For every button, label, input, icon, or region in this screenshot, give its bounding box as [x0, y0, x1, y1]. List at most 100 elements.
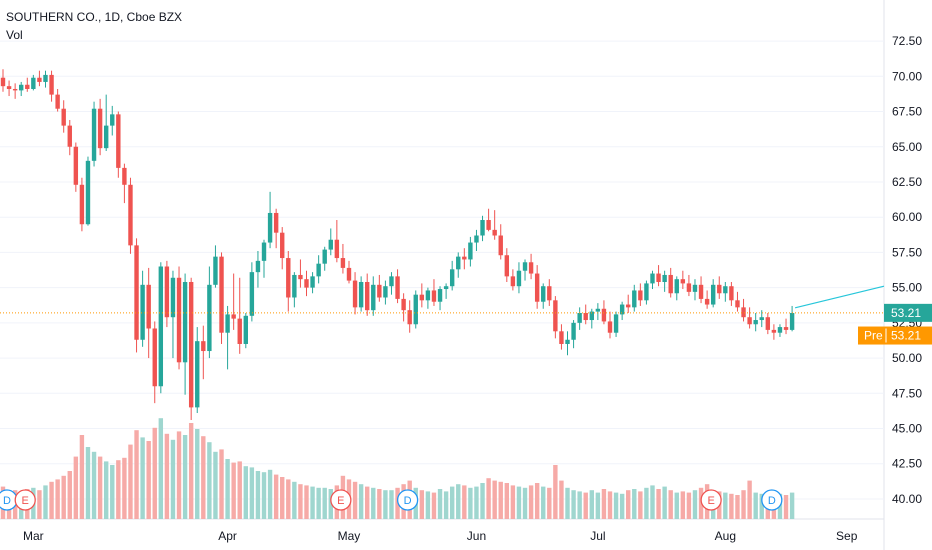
volume-bar: [498, 481, 503, 519]
x-tick-label: Jun: [467, 529, 486, 543]
candle-body: [504, 255, 510, 277]
projection-line: [794, 285, 885, 309]
volume-bar: [97, 456, 103, 519]
candle-body: [267, 212, 273, 243]
volume-bar: [789, 492, 795, 519]
candle-body: [662, 274, 667, 282]
candle-body: [595, 308, 601, 312]
candle-body: [717, 284, 722, 294]
candle-body: [310, 276, 315, 288]
candle-body: [474, 235, 479, 243]
volume-bar: [589, 490, 594, 519]
y-tick-label: 47.50: [892, 386, 922, 400]
volume-bar: [219, 449, 224, 519]
volume-label: Vol: [6, 28, 23, 42]
candle-body: [97, 108, 103, 149]
event-marker-label: E: [337, 495, 344, 507]
volume-bar: [152, 427, 157, 519]
candle-body: [401, 298, 406, 311]
pre-market-tag: [858, 326, 932, 345]
volume-bar: [516, 486, 522, 519]
candle-body: [110, 114, 115, 126]
candle-body: [255, 260, 261, 273]
candle-body: [49, 74, 54, 95]
volume-bar: [783, 495, 789, 519]
volume-bar: [43, 485, 48, 519]
volume-bar: [680, 491, 686, 519]
x-tick-label: Mar: [23, 529, 44, 543]
volume-bar: [213, 451, 218, 519]
dividend-marker: [396, 489, 419, 511]
candle-body: [468, 242, 473, 260]
volume-bar: [437, 489, 443, 519]
volume-bar: [280, 477, 285, 519]
candle-body: [613, 314, 619, 333]
candle-body: [201, 341, 206, 352]
volume-bar: [486, 478, 491, 519]
candle-body: [122, 167, 127, 185]
candle-body: [443, 286, 449, 290]
volume-bar: [176, 431, 182, 519]
volume-bar: [316, 487, 321, 519]
volume-bar: [632, 489, 637, 519]
volume-bar: [674, 492, 679, 519]
volume-bar: [577, 491, 582, 519]
chart-title: SOUTHERN CO., 1D, Cboe BZX: [6, 10, 183, 24]
candle-body: [358, 281, 364, 308]
candle-body: [286, 258, 291, 298]
volume-bar: [692, 490, 698, 519]
candle-body: [759, 317, 764, 321]
y-tick-label: 60.00: [892, 210, 922, 224]
volume-bar: [377, 489, 382, 519]
volume-bar: [255, 471, 261, 519]
volume-bar: [286, 479, 291, 519]
volume-bar: [158, 418, 164, 519]
candle-body: [632, 290, 637, 308]
volume-bar: [207, 442, 212, 519]
volume-bar: [504, 483, 510, 519]
candle-body: [152, 328, 157, 387]
volume-bar: [723, 492, 728, 519]
volume-bar: [237, 461, 242, 519]
candle-body: [134, 245, 139, 340]
y-tick-label: 57.50: [892, 245, 922, 259]
candle-body: [140, 284, 145, 340]
y-tick-label: 45.00: [892, 422, 922, 436]
volume-bar: [261, 472, 267, 519]
volume-bar: [638, 491, 643, 519]
event-marker-label: D: [768, 495, 776, 507]
volume-bar: [759, 493, 764, 519]
candle-body: [243, 315, 248, 344]
volume-bar: [146, 441, 151, 519]
candle-body: [79, 184, 85, 225]
volume-bar: [559, 480, 564, 519]
volume-bar: [195, 429, 200, 519]
candle-body: [19, 84, 24, 91]
candle-body: [340, 258, 346, 268]
volume-bar: [656, 489, 661, 519]
candle-body: [85, 160, 91, 225]
volume-bar: [352, 481, 358, 519]
candle-body: [668, 274, 673, 294]
volume-bar: [449, 486, 455, 519]
candle-body: [91, 108, 97, 161]
volume-bar: [668, 490, 673, 519]
candle-body: [383, 286, 388, 298]
candle-body: [741, 307, 746, 318]
earnings-marker: [330, 489, 352, 511]
event-marker-label: D: [3, 495, 11, 507]
volume-bar: [419, 490, 425, 519]
candle-body: [583, 312, 588, 321]
candle-body: [680, 279, 686, 284]
candle-body: [607, 321, 613, 333]
candle-body: [37, 77, 42, 82]
volume-bar: [534, 483, 540, 519]
volume-bar: [243, 466, 248, 519]
y-tick-label: 65.00: [892, 140, 922, 154]
candle-body: [31, 77, 36, 89]
candle-body: [541, 286, 546, 302]
event-marker-label: E: [707, 495, 714, 507]
candle-body: [522, 262, 528, 271]
candle-body: [753, 320, 758, 325]
